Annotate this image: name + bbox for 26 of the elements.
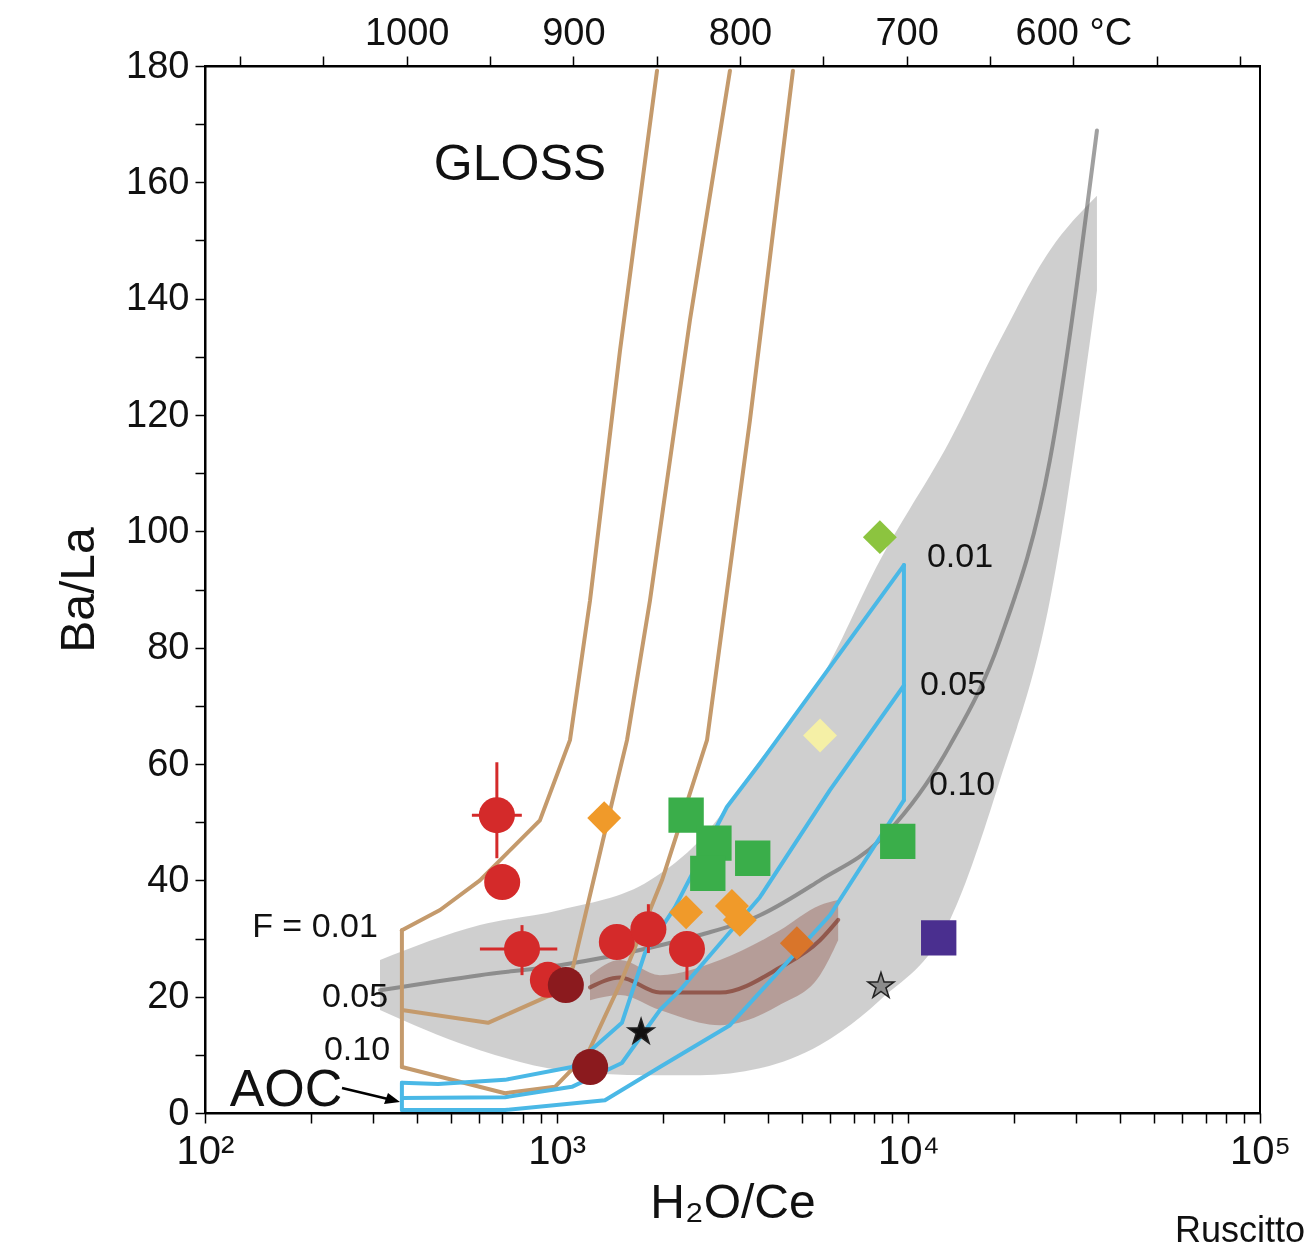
annotation: 0.05 [919, 664, 987, 702]
x-tick-label: 10³ [528, 1127, 587, 1172]
annotation: 0.10 [928, 764, 996, 802]
x2-tick-label: 1000 [364, 10, 450, 53]
y-tick-label: 40 [147, 857, 190, 900]
annotation: GLOSS [433, 135, 607, 191]
x-tick-label: 10⁴ [877, 1127, 940, 1172]
y-tick-label: 20 [147, 974, 190, 1017]
y-tick-label: 80 [147, 625, 190, 668]
x2-tick-label: 600 °C [1015, 10, 1133, 53]
x-tick-label: 10⁵ [1229, 1127, 1292, 1172]
x2-tick-label: 800 [708, 10, 773, 53]
annotation: F = 0.01 [252, 906, 378, 944]
y-tick-label: 120 [126, 392, 190, 435]
x-axis-title: H₂O/Ce [650, 1174, 816, 1228]
annotation: 0.01 [926, 536, 994, 574]
y-tick-label: 60 [147, 741, 190, 784]
x2-tick-label: 900 [542, 10, 606, 53]
annotation: 0.05 [321, 976, 389, 1014]
y-tick-label: 160 [126, 159, 190, 202]
y-tick-label: 180 [126, 43, 190, 86]
y-axis-title: Ba/La [51, 526, 105, 653]
x2-tick-label: 700 [875, 10, 939, 53]
y-tick-label: 100 [126, 508, 190, 551]
y-tick-label: 140 [126, 276, 190, 319]
text: Ruscitto [1174, 1209, 1305, 1250]
